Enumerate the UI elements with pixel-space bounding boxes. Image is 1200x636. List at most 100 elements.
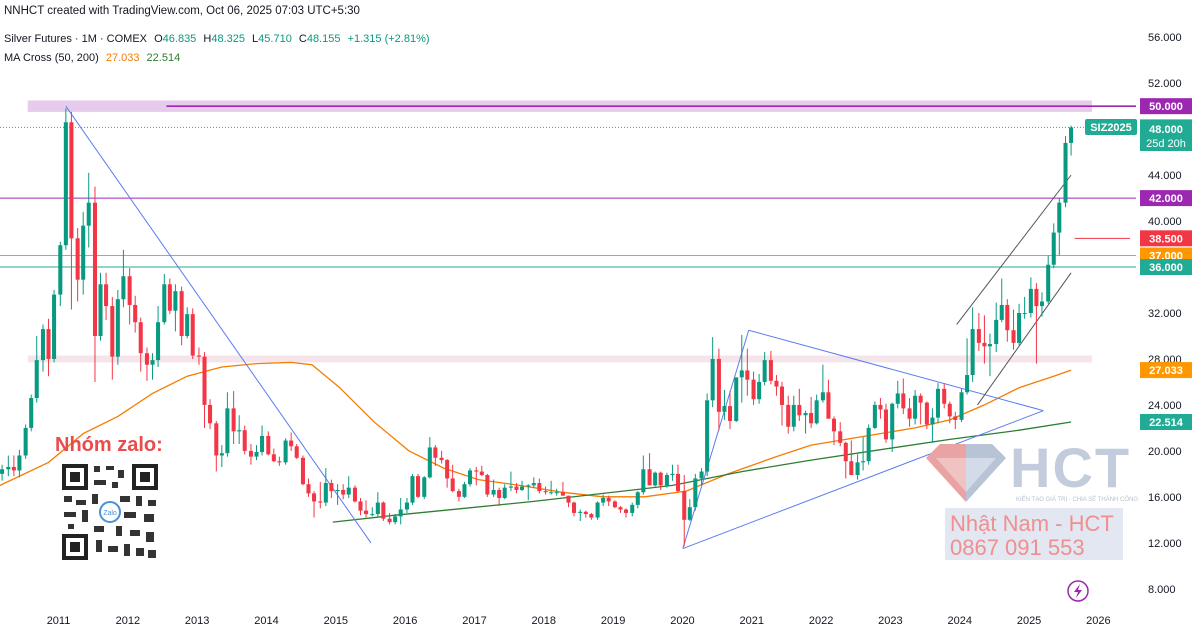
candle-body-78 [450,478,455,492]
candle-body-46 [266,435,271,455]
candle-body-185 [1069,127,1074,143]
candle-body-172 [994,319,999,345]
candle-body-24 [138,322,143,354]
ma50-line [0,361,1072,498]
candle-body-129 [745,370,750,380]
candle-body-175 [1011,330,1016,343]
candle-body-11 [63,122,68,246]
candle-body-96 [554,492,559,494]
candle-body-70 [404,502,409,510]
candle-body-13 [75,238,80,280]
x-tick-label: 2015 [324,615,348,627]
y-tick-label: 16.000 [1148,492,1182,504]
x-tick-label: 2011 [47,615,71,627]
candle-body-17 [98,284,103,336]
price-tag-bg [1140,413,1192,430]
candle-body-123 [710,358,715,401]
price-tag-label: 27.033 [1149,365,1183,377]
price-tags: 50.00048.15548.00042.00038.50037.00036.0… [1140,98,1192,430]
candle-body-48 [277,461,282,463]
candle-body-40 [231,408,236,432]
candle-body-106 [612,501,617,508]
candle-body-66 [381,502,386,519]
candle-body-92 [531,483,536,486]
candle-body-121 [699,471,704,479]
price-tag-label: 50.000 [1149,101,1183,113]
candle-body-33 [190,314,195,356]
moving-averages [0,361,1072,523]
price-axis[interactable]: 8.00012.00016.00020.00024.00028.00032.00… [1148,32,1182,596]
candle-body-108 [623,509,629,513]
candle-body-103 [595,502,600,518]
legend-symbol[interactable]: Silver Futures · 1M · COMEX [4,33,148,45]
legend-h-label: H [203,33,212,45]
y-tick-label: 40.000 [1148,216,1182,228]
candle-body-159 [918,395,923,403]
candle-body-164 [947,403,952,417]
candle-body-155 [895,393,900,404]
candle-body-158 [913,395,918,419]
candle-body-58 [335,489,340,492]
indicator-name[interactable]: MA Cross (50, 200) [4,52,99,64]
candle-body-39 [225,408,230,454]
candle-body-68 [393,516,398,523]
x-tick-label: 2021 [740,615,764,627]
triangle-left [682,330,750,549]
candle-body-31 [179,291,184,336]
x-tick-label: 2025 [1017,615,1041,627]
candle-body-113 [653,472,658,486]
countdown-label: 25d 20h [1146,138,1186,150]
candle-body-0 [0,469,5,474]
candle-body-162 [935,388,940,418]
legend-l-label: L [252,33,259,45]
candle-body-178 [1028,288,1033,313]
candle-body-37 [214,423,219,456]
candle-body-133 [768,360,773,381]
legend-c-label: C [298,33,307,45]
time-axis[interactable]: 2011 2012 2013 2014 2015 2016 2017 2018 2019 2020… [47,615,1111,627]
channel-lower [977,272,1072,406]
triangle-upper [748,329,1044,412]
candle-body-161 [930,417,935,425]
candle-body-181 [1046,264,1051,302]
candle-body-182 [1051,232,1056,265]
candle-body-173 [999,304,1004,320]
y-tick-label: 20.000 [1148,446,1182,458]
candle-body-15 [86,202,91,226]
candle-body-107 [618,507,623,510]
lightning-icon[interactable] [1067,580,1089,602]
x-tick-label: 2013 [185,615,209,627]
candle-body-120 [693,478,698,508]
candle-body-127 [734,377,739,422]
candle-body-105 [606,497,611,502]
symbol-tag-label: SIZ2025 [1090,122,1132,134]
candle-body-45 [260,435,265,453]
candle-body-44 [254,452,259,457]
x-tick-label: 2018 [532,615,556,627]
price-tag-label: 22.514 [1149,417,1184,429]
candle-body-6 [34,360,39,399]
hct-logo-text: HCT [1010,436,1132,499]
price-tag-bg [1140,121,1192,138]
candle-body-18 [104,284,109,307]
candle-body-177 [1022,313,1027,314]
ma50-value: 27.033 [105,52,140,64]
candle-body-26 [150,360,155,365]
candle-body-90 [519,486,525,490]
candle-body-55 [318,501,323,503]
candle-body-74 [427,447,432,478]
candle-body-85 [491,489,496,495]
candle-body-149 [861,461,866,463]
candle-body-49 [283,440,288,463]
candle-body-171 [987,344,992,347]
price-tag-bg [1140,259,1192,276]
candle-body-148 [855,462,860,476]
candle-body-27 [156,322,161,361]
zone-28 [27,355,1092,363]
candle-body-86 [497,489,502,498]
x-tick-label: 2022 [809,615,833,627]
x-tick-label: 2023 [878,615,902,627]
candle-body-104 [601,497,606,503]
candle-body-134 [774,380,779,387]
